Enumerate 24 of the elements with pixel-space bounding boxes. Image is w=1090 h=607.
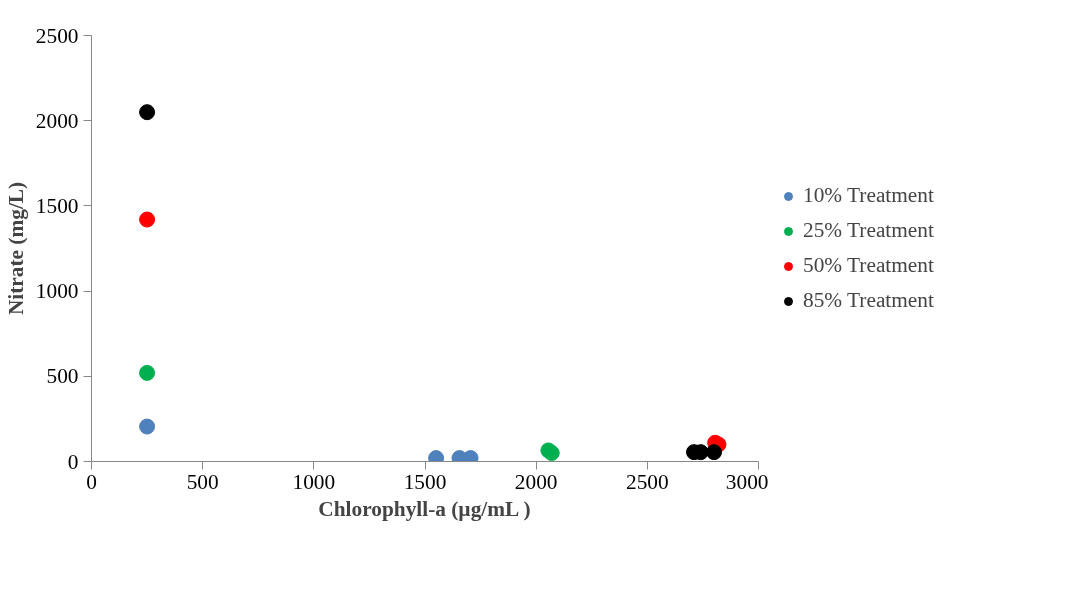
x-tick-label: 1500: [403, 469, 447, 494]
y-tick-label: 2000: [35, 108, 79, 133]
x-tick-label: 2000: [514, 469, 558, 494]
x-axis-title: Chlorophyll-a (µg/mL ): [318, 496, 531, 521]
x-tick-label: 500: [186, 469, 219, 494]
y-tick-label: 0: [67, 449, 79, 474]
legend-label: 10% Treatment: [803, 183, 934, 208]
y-tick-label: 1500: [35, 193, 79, 218]
point: [139, 364, 156, 381]
y-tick-label: 1000: [35, 279, 79, 304]
legend-label: 50% Treatment: [803, 253, 934, 278]
x-tick-label: 0: [86, 469, 97, 494]
y-tick-label: 2500: [35, 23, 79, 48]
x-tick-label: 2500: [626, 469, 669, 494]
legend-label: 85% Treatment: [803, 288, 934, 313]
point: [139, 104, 156, 121]
point: [139, 418, 156, 435]
x-tick-label: 3000: [725, 469, 769, 494]
y-tick-label: 500: [46, 364, 79, 389]
point: [706, 444, 723, 461]
legend-label: 25% Treatment: [803, 218, 934, 243]
x-tick-label: 1000: [292, 469, 336, 494]
point: [139, 211, 156, 228]
y-axis-title: Nitrate (mg/L): [3, 181, 28, 316]
